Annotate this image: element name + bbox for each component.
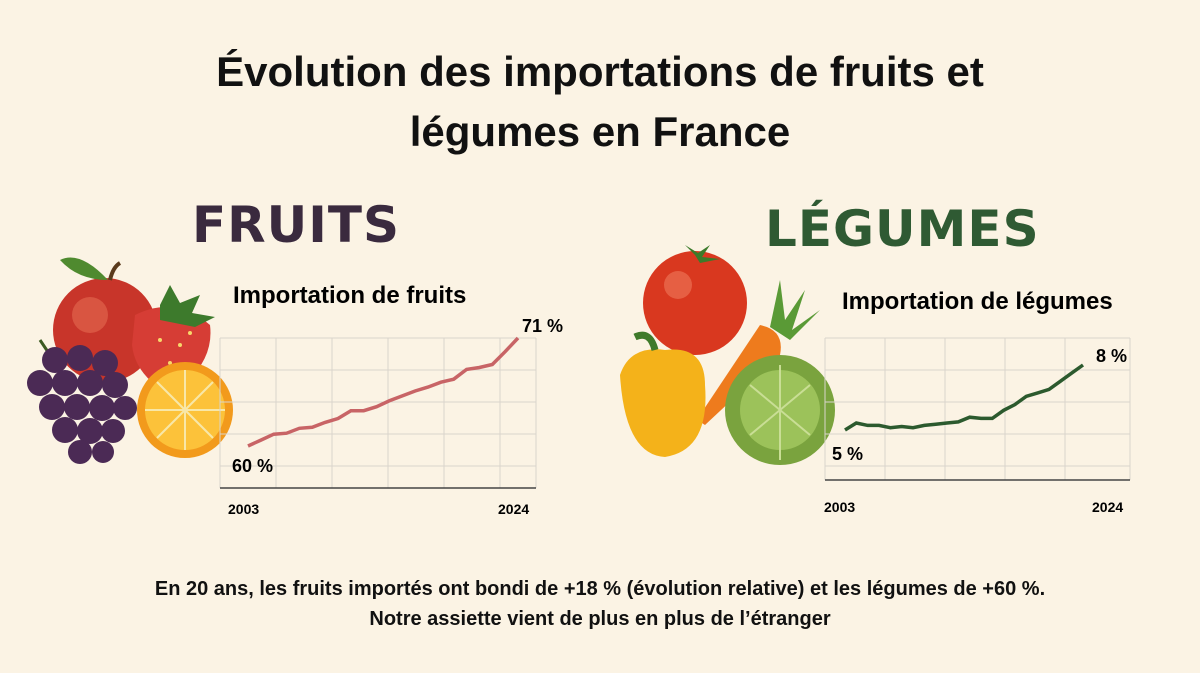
vegetables-x-tick-end: 2024 <box>1092 499 1123 515</box>
vegetables-illustration <box>620 245 835 465</box>
fruits-heading: FRUITS <box>192 196 400 254</box>
fruits-end-label: 71 % <box>522 316 563 336</box>
vegetables-x-tick-start: 2003 <box>824 499 855 515</box>
vegetables-series-line <box>844 363 1085 432</box>
fruits-chart-title: Importation de fruits <box>233 282 466 309</box>
fruits-start-label: 60 % <box>232 456 273 476</box>
orange-icon <box>137 362 233 458</box>
footer-note: En 20 ans, les fruits importés ont bondi… <box>0 574 1200 634</box>
footer-line-2: Notre assiette vient de plus en plus de … <box>369 608 831 630</box>
title-line-1: Évolution des importations de fruits et <box>216 48 984 95</box>
fruits-x-tick-end: 2024 <box>498 501 529 517</box>
vegetables-chart-title: Importation de légumes <box>842 288 1113 315</box>
fruits-illustration <box>27 257 233 464</box>
vegetables-end-label: 8 % <box>1096 346 1127 366</box>
tomato-icon <box>643 245 747 355</box>
fruits-series-line <box>247 336 520 448</box>
footer-line-1: En 20 ans, les fruits importés ont bondi… <box>154 578 1046 600</box>
vegetables-heading: LÉGUMES <box>765 200 1040 258</box>
fruits-x-tick-start: 2003 <box>228 501 259 517</box>
grapes-icon <box>27 339 137 464</box>
vegetables-grid <box>824 337 1131 481</box>
fruits-chart: Importation de fruits 60 % 71 % 2003 202… <box>219 282 563 517</box>
lettuce-icon <box>725 355 835 465</box>
pepper-icon <box>620 331 706 457</box>
vegetables-chart: Importation de légumes 5 % 8 % 2003 2024 <box>824 288 1131 515</box>
vegetables-start-label: 5 % <box>832 444 863 464</box>
title-line-2: légumes en France <box>409 108 791 155</box>
page-title: Évolution des importations de fruits et … <box>0 42 1200 162</box>
